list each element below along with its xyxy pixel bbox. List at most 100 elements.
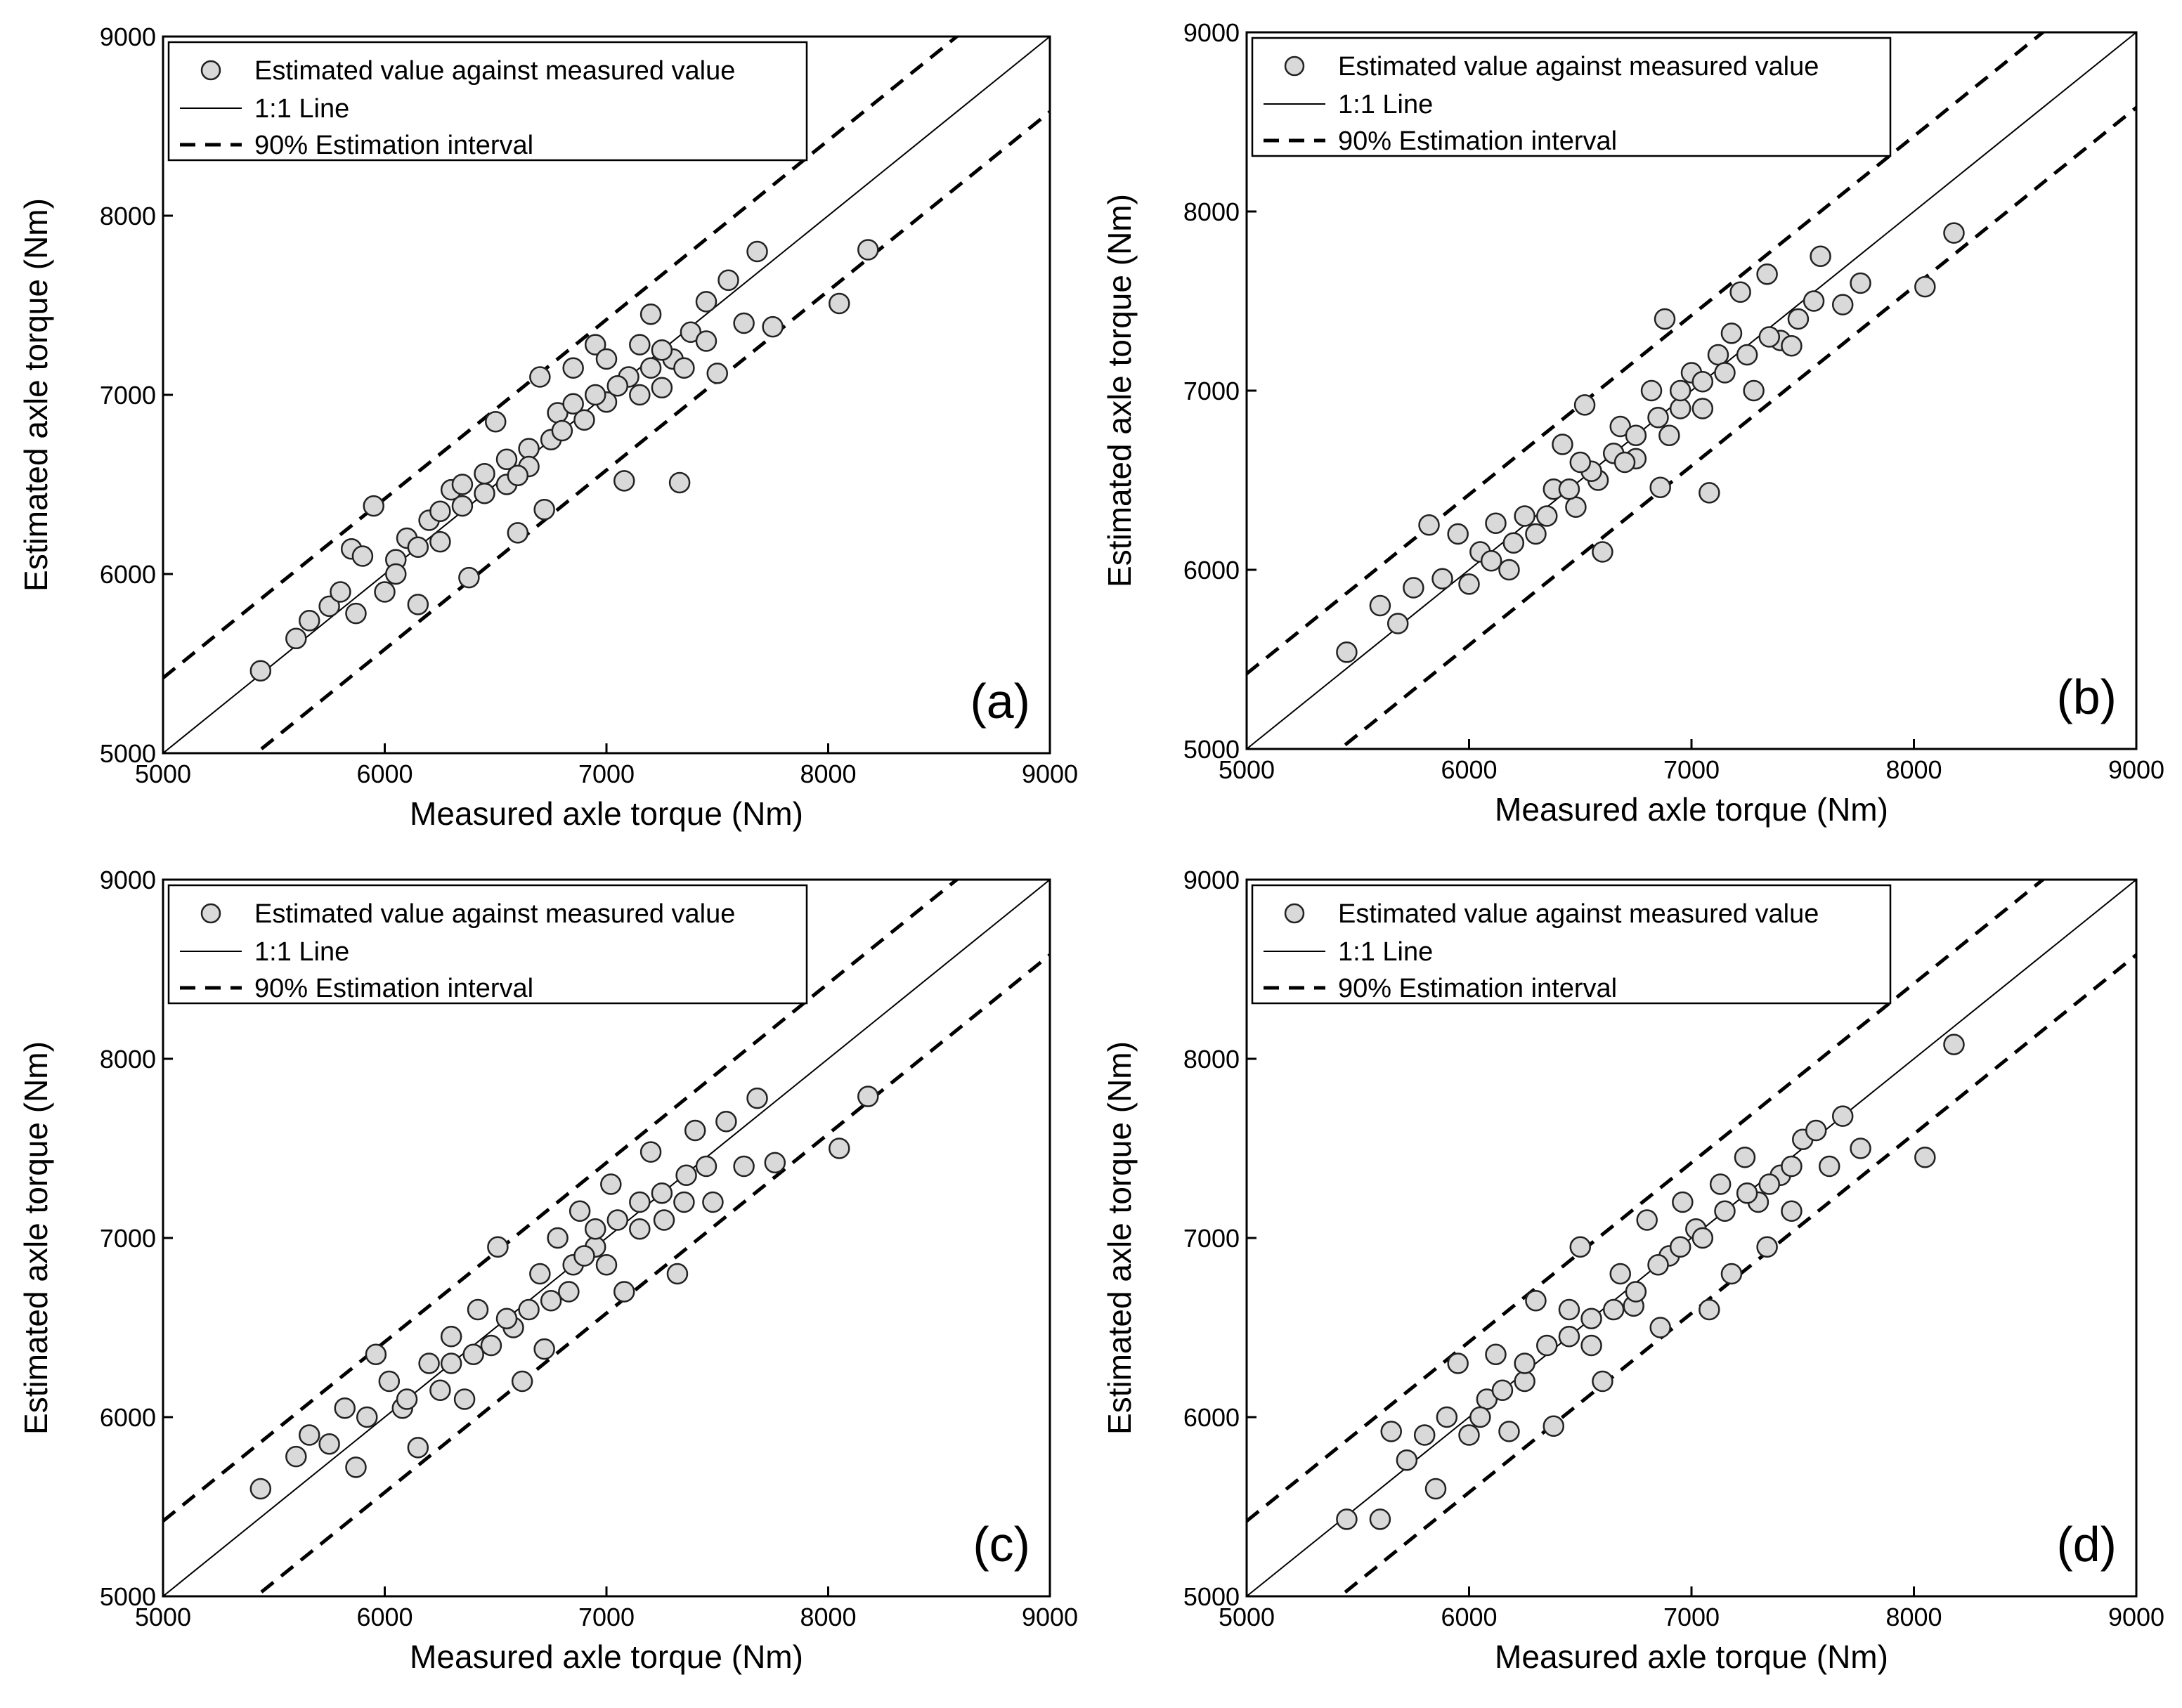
data-point — [1573, 394, 1596, 416]
data-point — [695, 1155, 717, 1178]
y-tick-label: 9000 — [1183, 18, 1240, 47]
data-point — [746, 1087, 768, 1109]
data-point — [1758, 326, 1781, 348]
data-point — [1831, 1105, 1854, 1127]
y-tick-label: 8000 — [100, 1045, 156, 1074]
data-point — [673, 357, 695, 379]
data-point — [1458, 1424, 1480, 1446]
data-point — [418, 1352, 440, 1374]
data-point — [1720, 1263, 1743, 1285]
x-axis-title: Measured axle torque (Nm) — [1495, 791, 1888, 828]
x-axis-title: Measured axle torque (Nm) — [410, 1638, 803, 1675]
data-point — [562, 357, 584, 379]
upper-interval-line — [1247, 32, 2046, 675]
data-point — [485, 411, 507, 433]
y-tick-label: 7000 — [1183, 1224, 1240, 1253]
data-point — [1565, 496, 1587, 518]
data-point — [1756, 1236, 1778, 1258]
legend-marker-points — [200, 903, 221, 924]
data-point — [695, 330, 717, 352]
data-point — [1625, 1281, 1647, 1303]
data-point — [330, 581, 351, 603]
data-point — [1691, 398, 1714, 419]
data-point — [487, 1236, 509, 1258]
data-point — [1613, 451, 1636, 474]
data-point — [345, 602, 367, 625]
data-point — [396, 1388, 418, 1410]
data-point — [533, 498, 555, 521]
data-point — [407, 536, 429, 558]
y-tick-label: 8000 — [100, 202, 156, 230]
data-point — [1558, 478, 1580, 500]
data-point — [474, 462, 495, 485]
data-point — [1943, 1034, 1965, 1055]
legend-label-one-to-one: 1:1 Line — [1338, 90, 1433, 119]
x-tick-label: 7000 — [1663, 755, 1720, 784]
data-point — [653, 1209, 675, 1231]
data-point — [651, 1182, 673, 1204]
data-point — [429, 500, 451, 522]
data-point — [429, 1379, 451, 1401]
y-tick-label: 6000 — [100, 560, 156, 589]
panel-label: (b) — [2056, 670, 2117, 724]
data-point — [1654, 308, 1676, 330]
data-point — [651, 377, 673, 399]
legend-label-interval: 90% Estimation interval — [254, 974, 533, 1003]
data-point — [318, 1433, 340, 1455]
data-point — [1781, 1155, 1803, 1178]
data-point — [1736, 344, 1758, 366]
x-tick-label: 8000 — [1885, 1603, 1942, 1631]
x-tick-label: 8000 — [800, 1603, 856, 1631]
legend-marker-points — [1284, 903, 1305, 924]
data-point — [518, 1298, 540, 1321]
data-point — [518, 438, 540, 459]
data-point — [249, 1478, 272, 1500]
data-point — [1491, 1379, 1514, 1401]
data-point — [666, 1263, 689, 1285]
legend-marker-points — [1284, 56, 1305, 77]
data-point — [1831, 294, 1854, 315]
data-point — [378, 1370, 401, 1393]
data-point — [1658, 424, 1680, 446]
data-point — [1756, 263, 1778, 285]
legend-box — [1251, 884, 1892, 1005]
data-point — [540, 1290, 562, 1312]
chart-panel-2: 5000 6000 7000 8000 9000 5000 6000 7000 8000 9000… — [1101, 18, 2164, 828]
data-point — [1649, 1317, 1671, 1338]
data-point — [1758, 1173, 1781, 1195]
data-point — [1609, 1263, 1631, 1285]
data-point — [639, 357, 662, 379]
data-point — [606, 1209, 629, 1231]
data-point — [1699, 1298, 1720, 1321]
data-point — [1625, 424, 1647, 446]
data-point — [595, 1254, 618, 1276]
legend-box — [167, 884, 808, 1005]
data-point — [551, 419, 573, 442]
data-point — [715, 1111, 737, 1133]
data-point — [1396, 1449, 1418, 1471]
x-tick-label: 5000 — [1219, 755, 1275, 784]
data-point — [351, 545, 374, 567]
data-point — [1691, 1227, 1714, 1249]
x-axis-title: Measured axle torque (Nm) — [1495, 1638, 1888, 1675]
data-point — [334, 1397, 356, 1419]
x-tick-label: 8000 — [1885, 755, 1942, 784]
data-point — [1805, 1119, 1827, 1142]
data-point — [1558, 1326, 1580, 1348]
legend-label-one-to-one: 1:1 Line — [254, 94, 349, 124]
data-point — [1669, 379, 1691, 402]
data-point — [1502, 532, 1525, 554]
x-tick-label: 7000 — [1663, 1603, 1720, 1631]
data-point — [702, 1191, 724, 1213]
data-point — [1699, 482, 1720, 504]
data-point — [1647, 1254, 1669, 1276]
data-point — [558, 1281, 580, 1303]
data-point — [1914, 275, 1936, 298]
y-tick-label: 8000 — [1183, 197, 1240, 226]
data-point — [684, 1119, 706, 1142]
data-point — [1569, 1236, 1591, 1258]
data-point — [529, 1263, 551, 1285]
data-point — [1781, 1200, 1803, 1222]
data-point — [1714, 362, 1736, 384]
data-point — [613, 1281, 635, 1303]
